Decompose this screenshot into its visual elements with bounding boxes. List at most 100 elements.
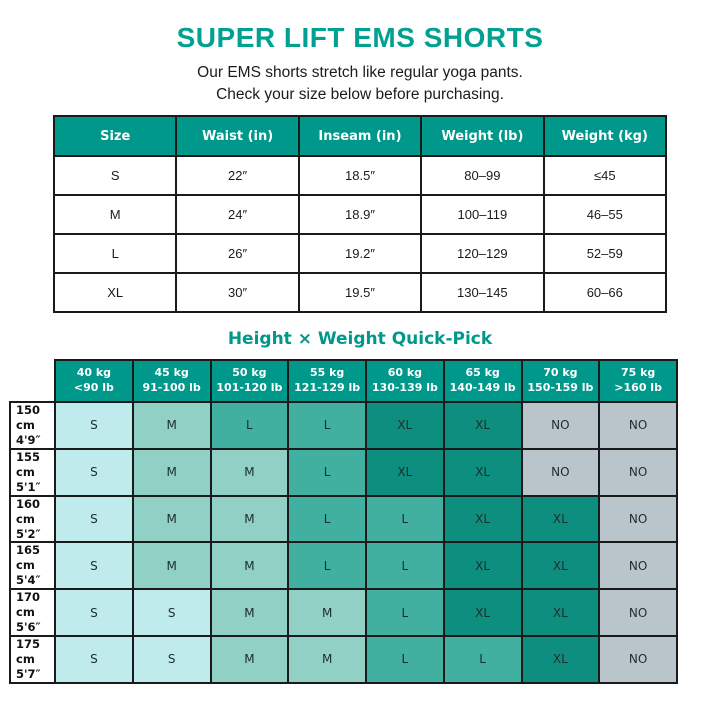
matrix-weight-lb: 121-129 lb xyxy=(294,381,361,394)
matrix-size-cell: NO xyxy=(598,588,678,638)
size-table-row: L 26″ 19.2″ 120–129 52–59 xyxy=(52,233,668,274)
matrix-size-cell: S xyxy=(131,635,212,684)
matrix-weight-kg: 50 kg xyxy=(232,366,267,380)
matrix-height-cm: 175 cm xyxy=(16,637,41,666)
size-table-body: S 22″ 18.5″ 80–99 ≤45 M 24″ 18.9″ 100–119 46–55 L 2… xyxy=(52,155,668,313)
page-title: SUPER LIFT EMS SHORTS xyxy=(176,22,544,53)
matrix-weight-lb: 91-100 lb xyxy=(142,381,201,394)
matrix-weight-header: 70 kg 150-159 lb xyxy=(520,359,601,403)
matrix-height-cm: 150 cm xyxy=(16,403,41,432)
matrix-row: 155 cm 5'1″ S M M L XL XL NO NO xyxy=(9,447,678,497)
height-weight-matrix: 40 kg <90 lb 45 kg 91-100 lb 50 kg 101-120 lb… xyxy=(9,359,678,684)
matrix-height-ftin: 5'6″ xyxy=(16,620,41,635)
matrix-row: 165 cm 5'4″ S M M L L XL XL NO xyxy=(9,541,678,591)
matrix-size-cell: XL xyxy=(520,635,601,684)
matrix-height-ftin: 5'4″ xyxy=(16,573,41,588)
matrix-height-ftin: 5'7″ xyxy=(16,666,41,681)
matrix-weight-header: 50 kg 101-120 lb xyxy=(209,359,290,403)
matrix-size-cell: M xyxy=(287,635,367,684)
matrix-size-cell: NO xyxy=(598,541,678,591)
matrix-weight-lb: 140-149 lb xyxy=(449,381,516,394)
matrix-height-header: 160 cm 5'2″ xyxy=(9,494,56,544)
matrix-size-cell: M xyxy=(209,447,290,497)
matrix-height-ftin: 4'9″ xyxy=(16,432,41,447)
matrix-size-cell: NO xyxy=(598,447,678,497)
subtitle-line-2: Check your size below before purchasing. xyxy=(216,86,504,103)
matrix-weight-header: 65 kg 140-149 lb xyxy=(442,359,523,403)
size-table-header-cell: Weight (lb) xyxy=(420,115,545,157)
size-table-header-cell: Waist (in) xyxy=(175,115,300,157)
matrix-size-cell: XL xyxy=(442,447,523,497)
size-table-cell: 22″ xyxy=(175,155,300,196)
size-table-cell: 52–59 xyxy=(542,233,668,274)
matrix-size-cell: XL xyxy=(442,588,523,638)
size-chart-page: SUPER LIFT EMS SHORTS Our EMS shorts str… xyxy=(0,22,720,710)
matrix-size-cell: L xyxy=(442,635,523,684)
matrix-size-cell: XL xyxy=(365,401,445,450)
matrix-weight-header: 55 kg 121-129 lb xyxy=(287,359,367,403)
matrix-size-cell: NO xyxy=(598,494,678,544)
matrix-height-header: 165 cm 5'4″ xyxy=(9,541,56,591)
matrix-height-header: 150 cm 4'9″ xyxy=(9,401,56,450)
size-table-cell: 30″ xyxy=(175,272,300,313)
matrix-height-cm: 160 cm xyxy=(16,496,41,526)
size-table-cell: L xyxy=(52,233,178,274)
matrix-row: 150 cm 4'9″ S M L L XL XL NO NO xyxy=(9,401,678,450)
size-table-head: Size Waist (in) Inseam (in) Weight (lb) Weig… xyxy=(52,115,668,157)
matrix-height-ftin: 5'2″ xyxy=(16,526,41,541)
matrix-weight-kg: 65 kg xyxy=(465,366,500,380)
size-table-cell: M xyxy=(52,194,178,235)
matrix-size-cell: M xyxy=(209,541,290,591)
matrix-size-cell: S xyxy=(54,635,134,684)
size-table-cell: 130–145 xyxy=(420,272,545,313)
matrix-size-cell: S xyxy=(54,494,134,544)
matrix-size-cell: S xyxy=(54,401,134,450)
size-table-cell: 26″ xyxy=(175,233,300,274)
quick-pick-heading: Height × Weight Quick-Pick xyxy=(227,329,493,349)
matrix-size-cell: L xyxy=(365,541,445,591)
matrix-height-header: 175 cm 5'7″ xyxy=(9,635,56,684)
size-table-cell: 18.9″ xyxy=(297,194,423,235)
size-table-cell: XL xyxy=(52,272,178,313)
size-table-header-cell: Inseam (in) xyxy=(297,115,423,157)
matrix-size-cell: M xyxy=(287,588,367,638)
matrix-size-cell: S xyxy=(54,588,134,638)
page-subtitle: Our EMS shorts stretch like regular yoga… xyxy=(0,62,720,106)
matrix-weight-header: 60 kg 130-139 lb xyxy=(365,359,445,403)
size-table-row: M 24″ 18.9″ 100–119 46–55 xyxy=(52,194,668,235)
matrix-size-cell: S xyxy=(131,588,212,638)
size-table-row: S 22″ 18.5″ 80–99 ≤45 xyxy=(52,155,668,196)
matrix-head: 40 kg <90 lb 45 kg 91-100 lb 50 kg 101-120 lb… xyxy=(10,359,678,403)
matrix-row: 170 cm 5'6″ S S M M L XL XL NO xyxy=(9,588,678,638)
matrix-weight-lb: >160 lb xyxy=(614,381,662,394)
matrix-size-cell: XL xyxy=(520,588,601,638)
matrix-weight-kg: 60 kg xyxy=(387,366,423,380)
matrix-size-cell: XL xyxy=(442,541,523,591)
matrix-height-ftin: 5'1″ xyxy=(16,479,41,494)
size-table-cell: 60–66 xyxy=(542,272,668,313)
matrix-height-cm: 165 cm xyxy=(16,543,41,573)
matrix-weight-lb: 101-120 lb xyxy=(216,381,283,394)
matrix-size-cell: L xyxy=(365,588,445,638)
matrix-height-cm: 155 cm xyxy=(16,449,41,479)
matrix-size-cell: XL xyxy=(365,447,445,497)
matrix-weight-kg: 55 kg xyxy=(309,366,345,380)
matrix-weight-header: 45 kg 91-100 lb xyxy=(131,359,212,403)
matrix-size-cell: XL xyxy=(442,401,523,450)
size-table-cell: S xyxy=(52,155,178,196)
matrix-weight-header: 75 kg >160 lb xyxy=(598,359,678,403)
size-table-cell: 18.5″ xyxy=(297,155,423,196)
matrix-weight-header: 40 kg <90 lb xyxy=(54,359,134,403)
matrix-body: 150 cm 4'9″ S M L L XL XL NO NO 155 cm 5'1″ S M M L XL XL… xyxy=(9,401,678,684)
matrix-size-cell: XL xyxy=(442,494,523,544)
matrix-height-cm: 170 cm xyxy=(16,590,41,620)
matrix-weight-lb: 150-159 lb xyxy=(527,381,594,394)
matrix-row: 175 cm 5'7″ S S M M L L XL NO xyxy=(9,635,678,684)
matrix-size-cell: L xyxy=(287,494,367,544)
matrix-weight-kg: 40 kg xyxy=(76,366,112,380)
matrix-header-row: 40 kg <90 lb 45 kg 91-100 lb 50 kg 101-120 lb… xyxy=(10,359,678,403)
size-table-row: XL 30″ 19.5″ 130–145 60–66 xyxy=(52,272,668,313)
size-table-cell: 100–119 xyxy=(420,194,545,235)
matrix-size-cell: L xyxy=(287,447,367,497)
matrix-weight-lb: 130-139 lb xyxy=(371,381,438,394)
